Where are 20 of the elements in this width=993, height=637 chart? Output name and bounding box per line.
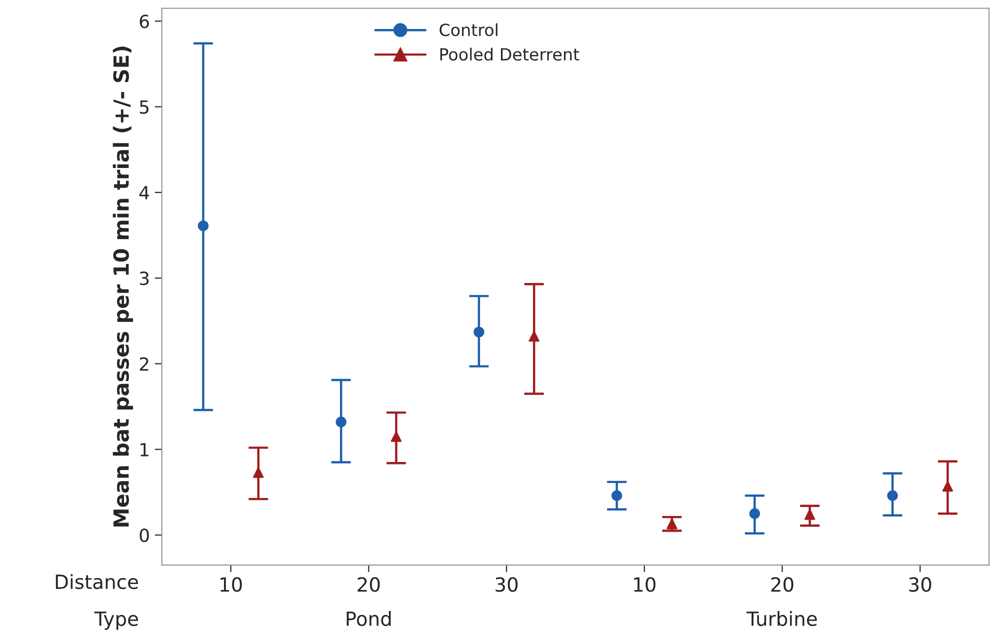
text: Distance	[56, 574, 138, 590]
y-tick-label: 5	[140, 100, 148, 114]
y-tick-label: 3	[140, 272, 149, 286]
y-tick-label: 4	[139, 186, 150, 200]
x-tick-label: 20	[771, 577, 794, 592]
x-tick-label: 10	[634, 577, 656, 592]
x-tick-label: 30	[909, 577, 932, 592]
y-tick-label: 0	[140, 528, 149, 542]
text: Turbine	[746, 611, 817, 626]
x-tick-label: 10	[220, 577, 242, 592]
y-tick-label: 2	[140, 357, 148, 371]
y-tick-label: 1	[140, 443, 148, 456]
y-tick-label: 6	[140, 14, 149, 28]
legend-label: Control	[440, 23, 498, 36]
y-axis-title: Mean bat passes per 10 min trial (+/- SE)	[112, 46, 134, 527]
x-tick-label: 30	[496, 577, 518, 592]
x-tick-label: 20	[358, 577, 380, 592]
text: Pond	[346, 611, 391, 626]
text: Type	[94, 612, 138, 630]
legend-label: Pooled Deterrent	[440, 48, 580, 61]
